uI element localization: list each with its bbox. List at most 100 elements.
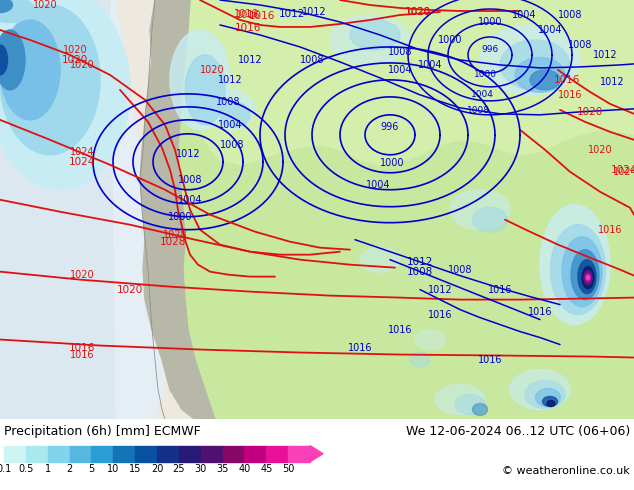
Text: 1028: 1028 (163, 230, 187, 240)
Text: 0.1: 0.1 (0, 464, 11, 474)
Bar (157, 445, 179, 462)
Ellipse shape (571, 250, 599, 299)
Ellipse shape (185, 55, 225, 125)
Text: 1008: 1008 (220, 140, 244, 150)
Text: 15: 15 (129, 464, 141, 474)
Text: 1020: 1020 (588, 145, 612, 155)
Text: 996: 996 (481, 46, 498, 54)
Bar (201, 445, 223, 462)
Ellipse shape (550, 225, 605, 315)
Text: 1004: 1004 (418, 60, 443, 70)
Text: 1016: 1016 (478, 355, 502, 365)
Ellipse shape (530, 70, 560, 90)
Text: 1000: 1000 (474, 71, 496, 79)
Text: 1016: 1016 (69, 343, 95, 352)
Text: 1016: 1016 (558, 90, 582, 100)
Text: 1016: 1016 (249, 11, 275, 21)
Text: 1012: 1012 (238, 55, 262, 65)
Text: 1024: 1024 (70, 147, 94, 157)
Ellipse shape (350, 20, 400, 50)
Text: 1004: 1004 (512, 10, 536, 20)
Ellipse shape (0, 5, 100, 155)
Text: 1016: 1016 (236, 10, 260, 20)
Text: 1004: 1004 (388, 65, 412, 75)
Ellipse shape (410, 352, 430, 367)
Polygon shape (140, 0, 215, 419)
Text: 1008: 1008 (407, 267, 433, 277)
Ellipse shape (500, 40, 570, 90)
Text: 1020: 1020 (62, 55, 88, 65)
Ellipse shape (586, 273, 590, 282)
Polygon shape (185, 0, 634, 165)
Text: 1000: 1000 (168, 212, 192, 221)
Bar (70, 445, 91, 462)
Text: 996: 996 (381, 122, 399, 132)
Text: 40: 40 (238, 464, 250, 474)
Text: 1012: 1012 (302, 7, 327, 17)
Text: 1: 1 (44, 464, 51, 474)
Text: 1008: 1008 (178, 175, 202, 185)
Text: 1020: 1020 (117, 285, 143, 294)
Text: 1020: 1020 (33, 0, 57, 10)
Text: 1016: 1016 (348, 343, 372, 352)
Ellipse shape (0, 0, 130, 190)
Text: 1008: 1008 (467, 106, 489, 115)
Bar (26, 445, 48, 462)
Text: 20: 20 (151, 464, 163, 474)
Text: 1020: 1020 (70, 60, 94, 70)
Text: 1020: 1020 (406, 7, 430, 17)
Text: 2: 2 (67, 464, 73, 474)
Text: 1000: 1000 (437, 35, 462, 45)
Text: 1012: 1012 (176, 149, 200, 159)
Text: 1020: 1020 (405, 7, 431, 17)
Ellipse shape (562, 237, 602, 307)
Text: 1012: 1012 (217, 75, 242, 85)
Text: 1004: 1004 (538, 25, 562, 35)
Ellipse shape (536, 389, 560, 407)
Text: 50: 50 (282, 464, 294, 474)
Ellipse shape (220, 102, 250, 127)
Ellipse shape (578, 260, 596, 294)
Text: 1016: 1016 (428, 310, 452, 319)
Bar (113, 445, 135, 462)
Ellipse shape (0, 20, 60, 120)
Text: 1020: 1020 (200, 65, 224, 75)
Bar (288, 445, 310, 462)
Text: 1004: 1004 (470, 90, 493, 99)
Text: 10: 10 (107, 464, 119, 474)
Text: 1016: 1016 (234, 9, 258, 19)
Text: 1008: 1008 (558, 10, 582, 20)
Ellipse shape (0, 0, 60, 35)
Ellipse shape (450, 190, 510, 230)
Bar (48, 445, 70, 462)
Ellipse shape (435, 385, 485, 415)
Text: 1016: 1016 (527, 307, 552, 317)
Text: 30: 30 (195, 464, 207, 474)
Polygon shape (0, 0, 165, 419)
Text: 1016: 1016 (235, 23, 261, 33)
Text: 1004: 1004 (217, 120, 242, 130)
Bar (266, 445, 288, 462)
Ellipse shape (0, 0, 35, 23)
Bar (135, 445, 157, 462)
Text: 1024: 1024 (612, 167, 634, 177)
Ellipse shape (480, 25, 580, 95)
Text: 1016: 1016 (70, 349, 94, 360)
Ellipse shape (0, 30, 25, 90)
Text: 1004: 1004 (178, 195, 202, 205)
Text: 1020: 1020 (577, 107, 603, 117)
Text: 1012: 1012 (407, 257, 433, 267)
Ellipse shape (586, 276, 590, 280)
Text: 1004: 1004 (366, 180, 391, 190)
Ellipse shape (455, 394, 485, 415)
Text: 1008: 1008 (568, 40, 592, 50)
Bar (179, 445, 201, 462)
Text: 35: 35 (216, 464, 229, 474)
Text: 1024: 1024 (611, 165, 634, 175)
Text: 1000: 1000 (478, 17, 502, 27)
Text: 1012: 1012 (600, 77, 624, 87)
Text: 0.5: 0.5 (18, 464, 34, 474)
Ellipse shape (547, 400, 555, 407)
Text: 45: 45 (260, 464, 273, 474)
Ellipse shape (360, 247, 400, 272)
